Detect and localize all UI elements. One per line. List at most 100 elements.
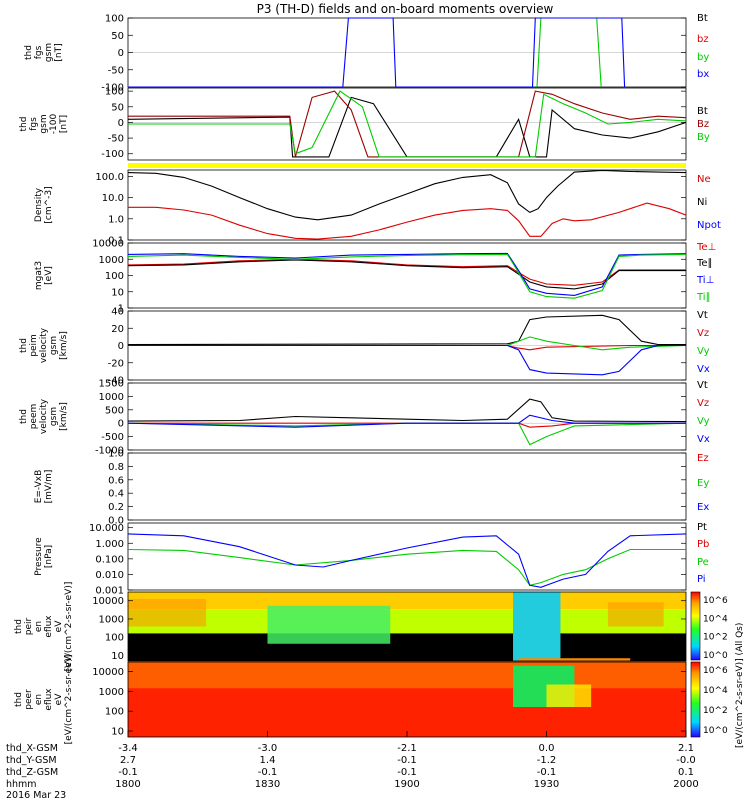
y-tick-label: -1000: [95, 446, 124, 457]
panel-frame: [127, 242, 687, 309]
x-tick-label: 1900: [394, 779, 419, 790]
y-axis-label: [nT]: [59, 115, 69, 133]
y-tick-label: 10: [111, 651, 124, 662]
x-tick-label: 0.1: [678, 767, 694, 778]
panel-frame: [127, 382, 687, 451]
colorbar-tick-label: 10^6: [703, 666, 728, 676]
y-axis-label: eV: [54, 693, 64, 706]
series-line-ion-velocity-0: [128, 314, 686, 346]
legend-entry: Ez: [697, 453, 709, 464]
y-tick-label: 10000: [92, 239, 124, 250]
legend-entry: Te∥: [696, 258, 713, 269]
y-axis-label: eV: [54, 620, 64, 633]
y-axis-label: thd: [19, 409, 29, 424]
spectro-band-high: [128, 592, 686, 610]
y-tick-label: 1000: [99, 614, 124, 625]
y-axis-label: fgs: [34, 45, 44, 59]
x-row-label: thd_X-GSM: [6, 743, 58, 754]
x-tick-label: 1930: [534, 779, 559, 790]
series-line-fgs-gsm-3: [128, 17, 626, 88]
legend-entry: Vt: [697, 380, 708, 391]
x-tick-label: -0.1: [537, 767, 557, 778]
series-line-ion-velocity-3: [128, 344, 686, 376]
panel-pressure: 10.000 1.000 0.100 0.010 0.001 Pressure [nPa] P…: [34, 522, 709, 597]
date-label: 2016 Mar 23: [6, 790, 66, 800]
y-axis-label: -100: [49, 114, 59, 135]
y-axis-label: mgat3: [34, 261, 44, 290]
y-axis-label: peim: [29, 334, 39, 357]
series-line-fgs-gse-0: [128, 96, 686, 158]
legend-entry: Ni: [697, 197, 707, 208]
y-axis-label: Pressure: [34, 537, 44, 576]
legend-entry: Vz: [697, 328, 709, 339]
y-axis-label: thd: [14, 619, 24, 634]
x-tick-label: 2000: [673, 779, 698, 790]
legend-entry: Vx: [697, 364, 710, 375]
x-tick-label: 2.7: [120, 755, 136, 766]
y-tick-label: -500: [101, 432, 124, 443]
y-axis-label: en: [34, 621, 44, 632]
colorbar-tick-label: 10^0: [703, 726, 728, 736]
legend-entry: Ne: [697, 174, 711, 185]
y-tick-label: -50: [108, 134, 124, 145]
y-axis-label: en: [34, 694, 44, 705]
y-axis-label: [km/s]: [59, 402, 69, 431]
legend-entry: Vy: [697, 416, 710, 427]
y-tick-label: 0.4: [108, 489, 124, 500]
legend-entry: by: [697, 52, 709, 63]
panel-frame: [127, 169, 687, 241]
y-axis-label: Density: [34, 187, 44, 222]
y-axis-label: thd: [24, 45, 34, 60]
legend-entry: bz: [697, 34, 709, 45]
y-axis-label: eflux: [44, 615, 54, 638]
legend-entry: Pe: [697, 557, 709, 568]
spectrogram-ion-spectrogram: [128, 592, 686, 661]
y-tick-label: 10.000: [89, 523, 124, 534]
y-axis-label: fgs: [29, 117, 39, 131]
y-axis-label: gsm: [49, 336, 59, 355]
y-tick-label: 0.0: [108, 516, 124, 527]
panel-frame: [127, 522, 687, 591]
spectro-patch-core: [546, 684, 592, 707]
spectro-band-low: [128, 633, 686, 661]
legend-entry: bx: [697, 69, 709, 80]
y-axis-label: [eV/(cm^2-s-sr-eV)]: [64, 582, 74, 672]
y-axis-label: thd: [19, 338, 29, 353]
y-tick-label: 50: [111, 102, 124, 113]
panel-frame: [127, 591, 687, 662]
panel-temperature: 10000 1000 100 10 1 mgat3 [eV] Te⊥ Te∥ Ti⊥ Ti∥: [34, 239, 716, 315]
spectro-band-high: [128, 662, 686, 689]
colorbar-tick-label: 10^4: [703, 686, 728, 696]
y-tick-label: 100: [105, 707, 124, 718]
x-tick-label: -0.0: [676, 755, 696, 766]
y-tick-label: 100.0: [95, 172, 124, 183]
x-tick-label: 1800: [115, 779, 140, 790]
y-tick-label: -100: [101, 83, 124, 94]
legend-entry: Vy: [697, 346, 710, 357]
y-axis-label: peem: [29, 404, 39, 430]
spectro-patch-crossing: [513, 592, 561, 661]
panel-electron-velocity: 1500 1000 500 0 -500 -1000 thd peem velocity gsm[…: [19, 379, 710, 457]
y-tick-label: -50: [108, 65, 124, 76]
status-bar: [128, 163, 686, 168]
y-axis-label: thd: [19, 117, 29, 132]
y-tick-label: 0: [118, 48, 124, 59]
series-line-fgs-gse-2: [128, 90, 686, 158]
ion-colorbar: [690, 591, 701, 661]
panel-e-field: 1.0 0.8 0.6 0.4 0.2 0.0 E=-VxB [mV/m] Ez Ey Ex: [34, 449, 709, 527]
y-axis-label: peer: [24, 689, 34, 710]
x-row-label: thd_Y-GSM: [6, 755, 57, 766]
spectrogram-electron-spectrogram: [128, 662, 686, 737]
y-tick-label: 1000: [99, 687, 124, 698]
y-tick-label: 0.6: [108, 475, 124, 486]
legend-entry: Vt: [697, 310, 708, 321]
panel-fgs-gsm: 100 50 0 -50 -100 thd fgs gsm [nT] Bt bz by bx: [24, 13, 709, 94]
series-line-ion-velocity-2: [128, 336, 686, 351]
figure-title: P3 (TH-D) fields and on-board moments ov…: [257, 2, 554, 16]
y-tick-label: 500: [105, 405, 124, 416]
y-axis-label: velocity: [39, 327, 49, 363]
legend-entry: Vx: [697, 434, 710, 445]
